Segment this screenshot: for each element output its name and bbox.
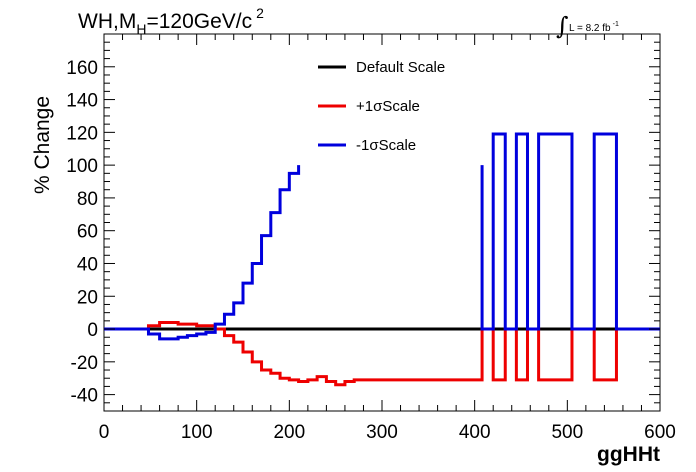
legend: Default Scale +1σScale -1σScale <box>318 59 445 154</box>
title-superscript: 2 <box>256 5 264 21</box>
x-tick-label: 500 <box>551 422 583 443</box>
axes-layer: 0 100 200 300 400 500 600 -40 -20 0 20 40 60 80 100 120… <box>66 33 676 443</box>
y-tick-label: 140 <box>66 91 98 112</box>
legend-label-1: +1σScale <box>356 98 420 115</box>
title-main: WH,M <box>78 10 136 33</box>
y-tick-label: 160 <box>66 58 98 79</box>
x-tick-label: 300 <box>366 422 398 443</box>
chart-title: WH,MH=120GeV/c 2 <box>78 5 264 37</box>
y-tick-label: 0 <box>87 320 98 341</box>
luminosity-superscript: -1 <box>613 21 619 28</box>
x-tick-label: 400 <box>459 422 491 443</box>
y-axis-title: % Change <box>31 96 54 194</box>
luminosity-label: L = 8.2 fb -1 <box>569 21 619 34</box>
luminosity-main: L = 8.2 fb <box>569 23 611 34</box>
y-tick-label: 100 <box>66 156 98 177</box>
plot-frame <box>103 33 661 412</box>
title-rest: =120GeV/c <box>146 10 252 33</box>
x-axis-title: ggHHt <box>597 443 660 466</box>
y-tick-label: 80 <box>77 189 98 210</box>
legend-label-2: -1σScale <box>356 137 416 154</box>
series-layer <box>104 132 660 387</box>
y-tick-label: 60 <box>77 222 98 243</box>
series-line-2 <box>104 132 660 341</box>
y-tick-label: 20 <box>77 287 98 308</box>
series-line-1 <box>104 320 660 387</box>
y-tick-label: -40 <box>71 386 98 407</box>
legend-label-0: Default Scale <box>356 59 445 76</box>
integral-sign: ∫ <box>556 12 569 40</box>
y-tick-label: 120 <box>66 123 98 144</box>
y-tick-label: 40 <box>77 254 98 275</box>
y-tick-label: -20 <box>71 353 98 374</box>
x-tick-label: 600 <box>644 422 676 443</box>
x-tick-label: 200 <box>273 422 305 443</box>
title-subscript: H <box>136 21 146 37</box>
x-tick-label: 0 <box>99 422 110 443</box>
x-tick-label: 100 <box>181 422 213 443</box>
